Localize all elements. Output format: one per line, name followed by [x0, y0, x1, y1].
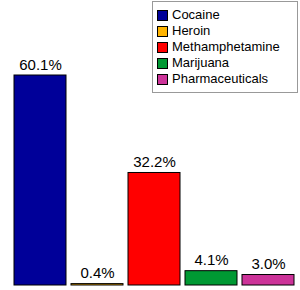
svg-text:60.1%: 60.1%	[19, 56, 62, 73]
svg-text:4.1%: 4.1%	[194, 251, 228, 268]
html-text:Cocaine: Cocaine	[172, 7, 220, 22]
svg-text:0.4%: 0.4%	[80, 264, 114, 281]
html-text:Marijuana: Marijuana	[172, 55, 230, 70]
html-text:Methamphetamine: Methamphetamine	[172, 39, 280, 54]
svg-text:32.2%: 32.2%	[133, 153, 176, 170]
svg-text:3.0%: 3.0%	[251, 255, 285, 272]
html-text:Heroin: Heroin	[172, 23, 211, 38]
html-text:Pharmaceuticals: Pharmaceuticals	[172, 71, 269, 86]
